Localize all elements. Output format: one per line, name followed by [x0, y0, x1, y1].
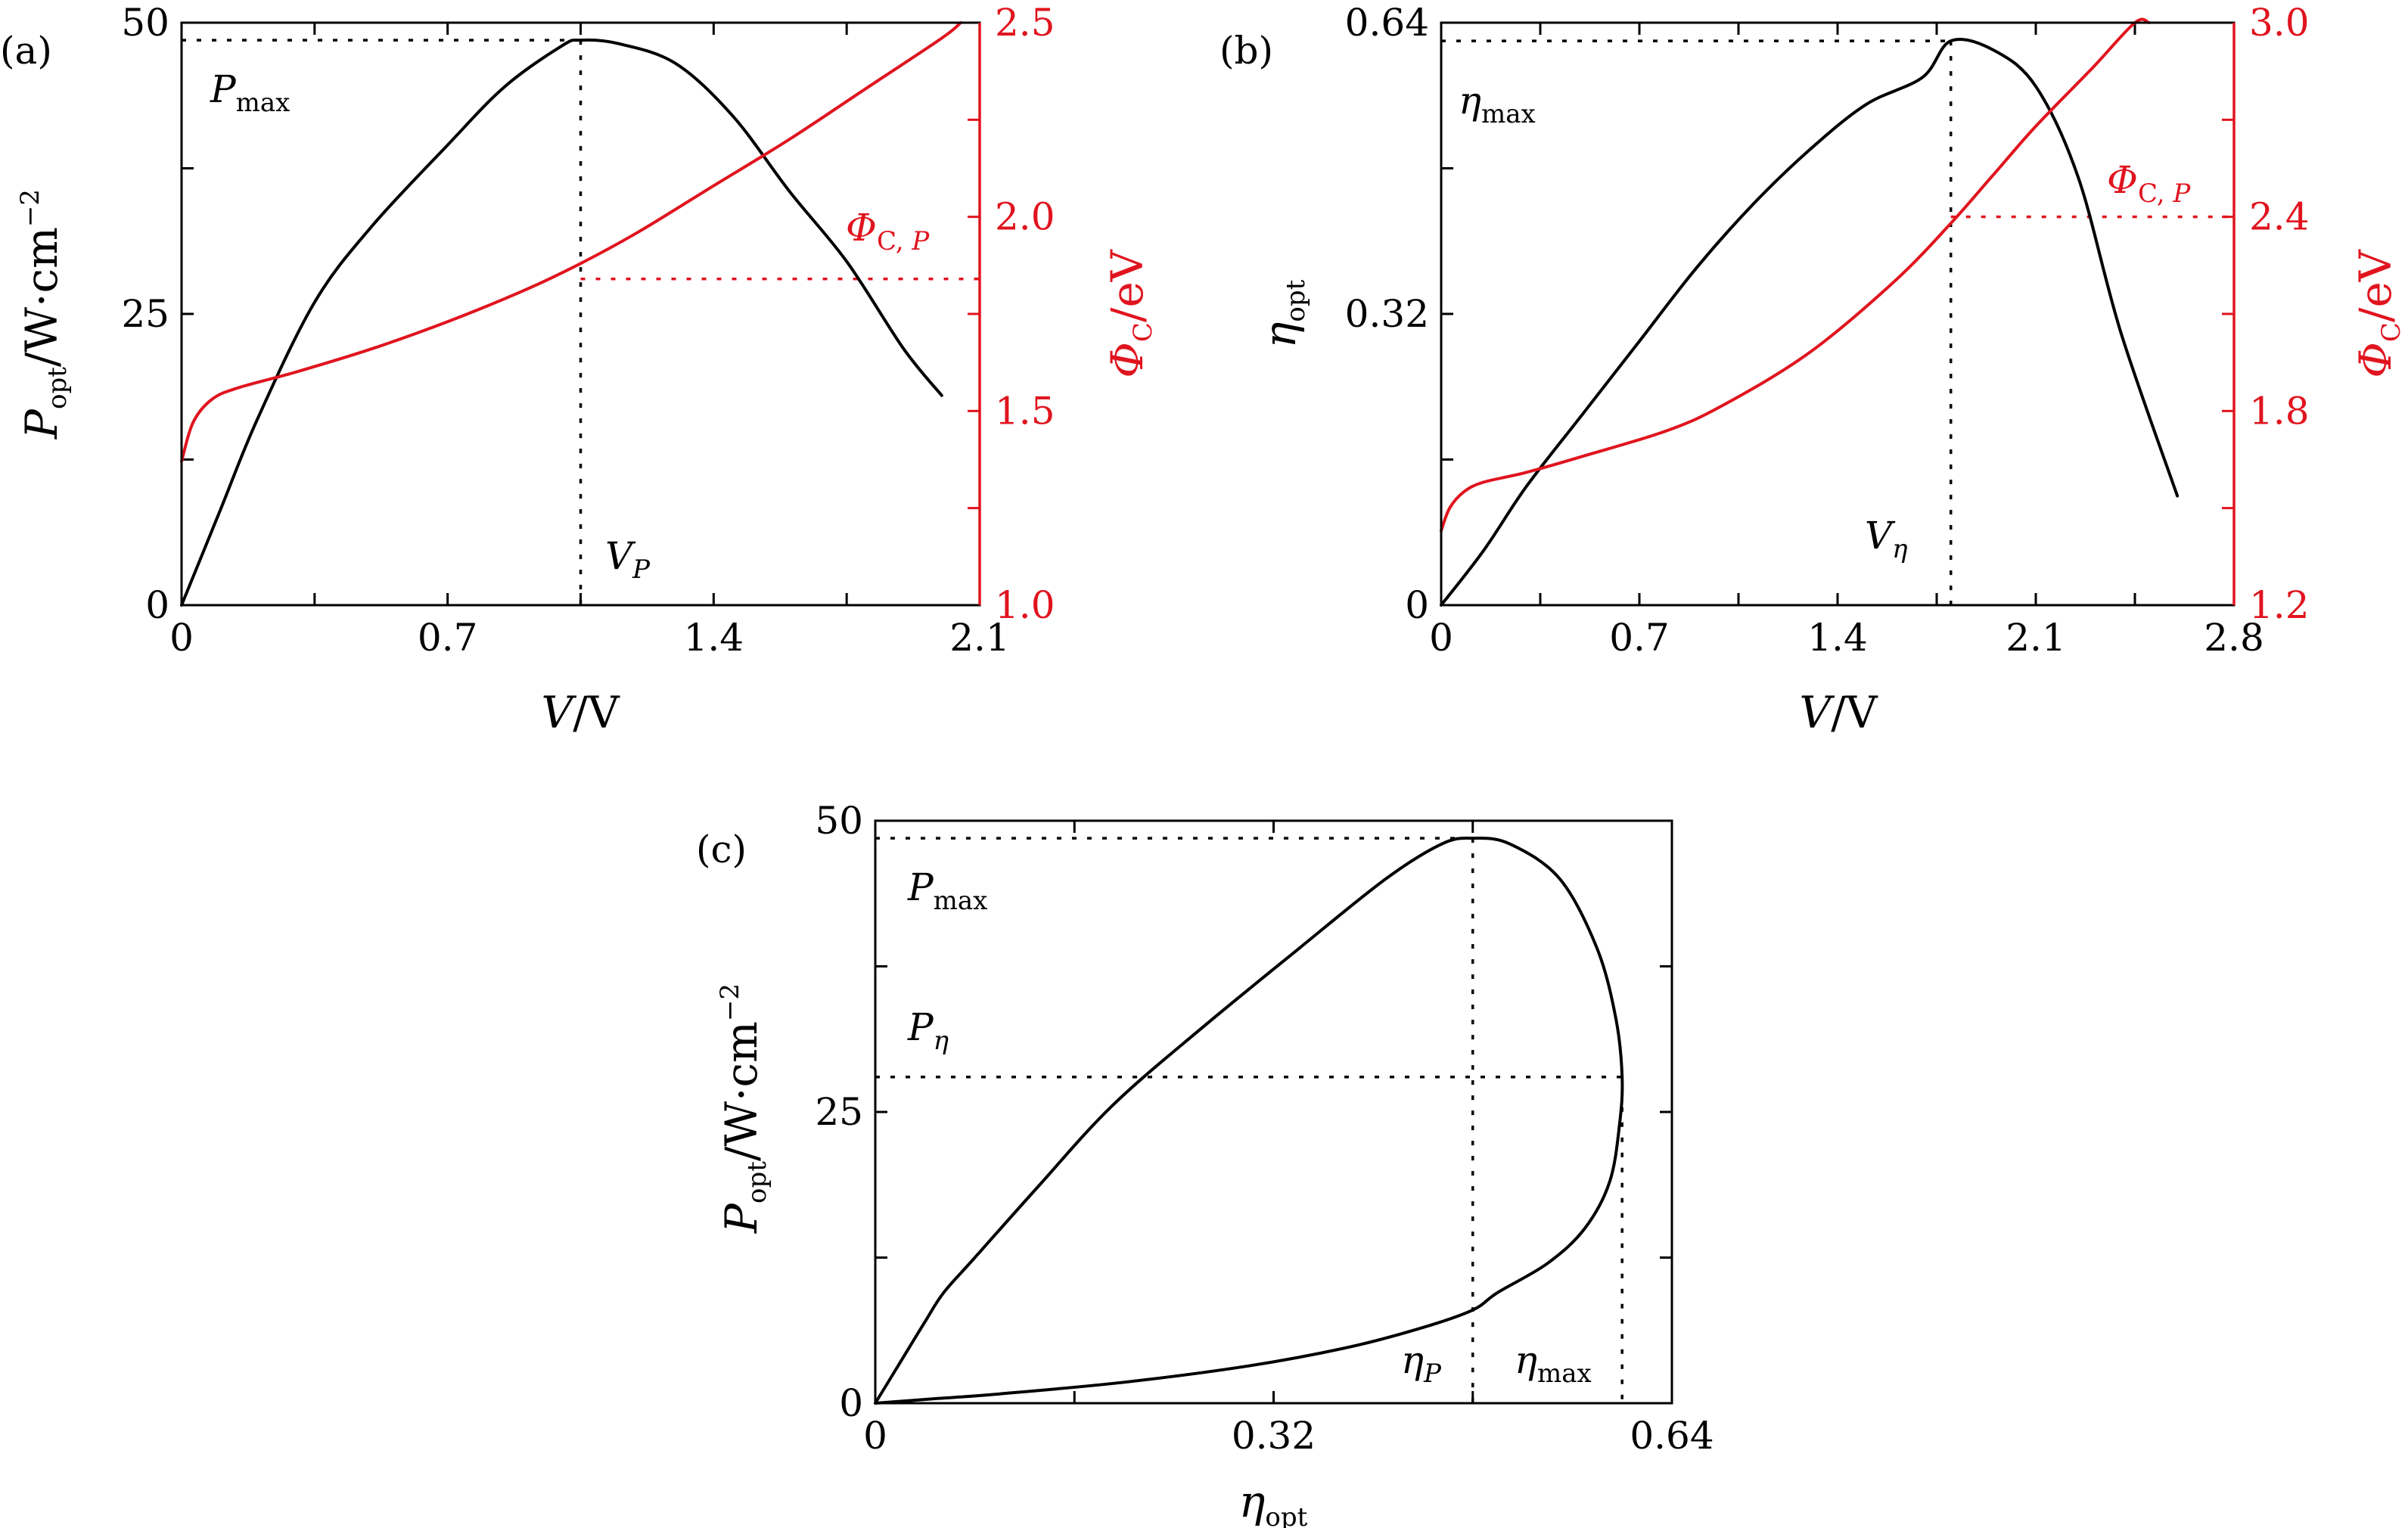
panel-a-xlabel: V/V [541, 687, 620, 738]
panel-b-label: (b) [1220, 29, 1273, 73]
panel-b: (b) 0 0.7 1.4 2.1 2.8 0 0.32 0.64 1.2 1.8 2.4 3.0 η… [1220, 1, 2406, 738]
panel-b-ylabel: ηopt [1254, 279, 1311, 348]
panel-a-label: (a) [0, 29, 52, 73]
panel-a-pmax-label: Pmax [210, 67, 290, 118]
panel-b-yr-tick-label: 2.4 [2249, 195, 2310, 239]
panel-c-etap-label: ηP [1401, 1338, 1442, 1389]
panel-b-x-tick-label: 2.1 [2006, 616, 2066, 660]
panel-b-y-tick-label: 0.32 [1345, 292, 1429, 336]
panel-a-ticks: 0 0.7 1.4 2.1 0 25 50 1.0 1.5 2.0 2.5 [121, 1, 1055, 660]
panel-a-ylabel: Popt/W·cm−2 [15, 189, 73, 439]
panel-b-x-tick-label: 0 [1429, 616, 1453, 660]
panel-c-xlabel: ηopt [1239, 1476, 1308, 1528]
panel-a-x-tick-label: 0 [169, 616, 194, 660]
panel-c-peta-label: Pη [907, 1005, 949, 1056]
panel-a-x-tick-label: 0.7 [418, 616, 478, 660]
panel-a-yr-tick-label: 2.0 [995, 195, 1055, 239]
panel-a-x-tick-label: 2.1 [949, 616, 1010, 660]
panel-b-ticks: 0 0.7 1.4 2.1 2.8 0 0.32 0.64 1.2 1.8 2.4 3.0 [1345, 1, 2310, 660]
panel-b-series-black-line [1440, 38, 2180, 607]
panel-c-series [874, 837, 1624, 1405]
panel-b-series [1440, 17, 2180, 607]
panel-a-phicp-label: ΦC, P [846, 206, 930, 256]
panel-a-series-black-line [180, 38, 943, 607]
panel-c-y-tick-label: 50 [815, 799, 863, 843]
panel-a-y-tick-label: 0 [145, 583, 169, 627]
panel-a-x-tick-label: 1.4 [684, 616, 744, 660]
panel-c-y-tick-label: 25 [815, 1090, 863, 1134]
panel-b-ylabel-right: ΦC/eV [2350, 249, 2406, 377]
panel-b-veta-label: Vη [1865, 514, 1908, 564]
panel-c-x-tick-label: 0.32 [1232, 1414, 1316, 1458]
panel-b-xlabel: V/V [1799, 687, 1878, 738]
panel-b-yr-tick-label: 3.0 [2249, 1, 2310, 45]
panel-b-x-tick-label: 0.7 [1609, 616, 1670, 660]
panel-a-series [180, 21, 962, 607]
panel-c-etamax-label: ηmax [1515, 1338, 1592, 1389]
panel-a-ylabel-right: ΦC/eV [1101, 249, 1158, 377]
panel-b-y-tick-label: 0 [1405, 583, 1429, 627]
panel-b-x-tick-label: 1.4 [1807, 616, 1868, 660]
panel-c-plot-frame [874, 819, 1673, 1405]
panel-a-yr-tick-label: 1.0 [995, 583, 1055, 627]
panel-a-yr-tick-label: 2.5 [995, 1, 1055, 45]
panel-c-reference-lines [875, 837, 1623, 1403]
panel-a-vp-label: VP [605, 534, 651, 585]
panel-c-series-black-line [874, 837, 1624, 1405]
panel-c-y-tick-label: 0 [839, 1381, 863, 1425]
panel-c-ticks: 0 0.32 0.64 0 25 50 [815, 799, 1714, 1458]
panel-b-yr-tick-label: 1.2 [2249, 583, 2310, 627]
panel-c-ylabel: Popt/W·cm−2 [715, 983, 772, 1234]
panel-c-x-tick-label: 0 [863, 1414, 887, 1458]
panel-a-reference-lines [182, 39, 980, 605]
panel-b-series-red-line [1440, 17, 2151, 533]
panel-b-x-tick-label: 2.8 [2204, 616, 2264, 660]
panel-b-reference-lines [1441, 39, 2234, 605]
panel-a-y-tick-label: 50 [121, 1, 169, 45]
panel-b-yr-tick-label: 1.8 [2249, 389, 2310, 433]
panel-a-y-tick-label: 25 [121, 292, 169, 336]
panel-c-x-tick-label: 0.64 [1630, 1414, 1714, 1458]
panel-a-series-red-line [180, 21, 962, 464]
panel-b-y-tick-label: 0.64 [1345, 1, 1429, 45]
panel-b-etamax-label: ηmax [1459, 79, 1536, 129]
panel-b-phicp-label: ΦC, P [2107, 158, 2191, 209]
panel-a-yr-tick-label: 1.5 [995, 389, 1055, 433]
panel-c-pmax-label: Pmax [907, 865, 987, 916]
panel-c-label: (c) [696, 828, 747, 871]
